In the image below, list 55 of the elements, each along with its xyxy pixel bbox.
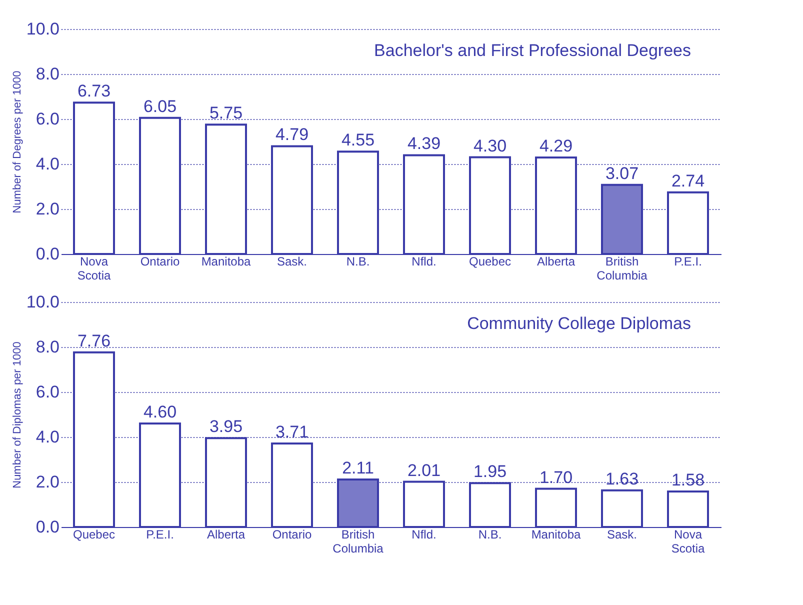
y-tick-label: 0.0 bbox=[36, 518, 60, 536]
data-label: 2.01 bbox=[407, 460, 441, 480]
x-tick-label: Sask. bbox=[276, 254, 308, 268]
x-tick-label: Quebec bbox=[72, 528, 116, 542]
data-label: 4.79 bbox=[275, 125, 309, 144]
x-tick-label: Quebec bbox=[468, 254, 512, 268]
y-tick-label: 10.0 bbox=[26, 20, 60, 38]
text: Bachelor's and First Professional Degrees bbox=[374, 41, 691, 60]
x-tick-label: British Columbia bbox=[596, 254, 648, 282]
x-tick-label: Alberta bbox=[206, 528, 246, 542]
data-label: 4.30 bbox=[473, 136, 507, 156]
y-tick-label: 6.0 bbox=[36, 110, 60, 128]
data-label: 2.74 bbox=[671, 171, 705, 190]
x-tick-label: Sask. bbox=[606, 528, 638, 542]
data-label: 3.07 bbox=[605, 164, 639, 183]
y-tick-label: 8.0 bbox=[36, 338, 60, 356]
data-label: 4.55 bbox=[341, 130, 375, 150]
data-label: 6.73 bbox=[77, 82, 111, 101]
x-tick-label: Ontario bbox=[272, 528, 312, 542]
y-tick-label: 4.0 bbox=[36, 428, 60, 446]
data-label: 3.95 bbox=[209, 417, 243, 436]
y-tick-label: 2.0 bbox=[36, 200, 60, 218]
x-tick-label: P.E.I. bbox=[146, 528, 174, 542]
data-label: 7.76 bbox=[77, 331, 111, 350]
x-tick-label: Nfld. bbox=[412, 528, 436, 542]
text: Community College Diplomas bbox=[467, 314, 691, 333]
x-tick-label: Ontario bbox=[140, 254, 180, 268]
data-label: 1.58 bbox=[671, 470, 705, 490]
x-tick-label: Manitoba bbox=[201, 254, 252, 268]
data-label: 1.63 bbox=[605, 469, 639, 488]
x-tick-label: British Columbia bbox=[332, 528, 384, 556]
x-tick-label: N.B. bbox=[478, 528, 502, 542]
y-axis-title: Number of Diplomas per 1000 bbox=[11, 342, 24, 488]
x-tick-label: Manitoba bbox=[531, 528, 582, 542]
data-label: 5.75 bbox=[209, 104, 243, 123]
data-label: 4.29 bbox=[539, 136, 573, 156]
y-tick-label: 4.0 bbox=[36, 154, 60, 174]
x-tick-label: Nova Scotia bbox=[671, 528, 705, 556]
y-tick-label: 2.0 bbox=[36, 472, 60, 492]
y-tick-label: 8.0 bbox=[36, 64, 60, 84]
x-tick-label: N.B. bbox=[346, 254, 370, 268]
x-tick-label: Nova Scotia bbox=[77, 254, 111, 282]
data-label: 3.71 bbox=[275, 422, 309, 442]
x-tick-label: P.E.I. bbox=[674, 254, 702, 268]
y-axis-title: Number of Degrees per 1000 bbox=[11, 70, 24, 214]
x-tick-label: Nfld. bbox=[412, 254, 436, 268]
data-label: 6.05 bbox=[143, 96, 177, 116]
data-label: 4.39 bbox=[407, 134, 441, 154]
data-label: 1.95 bbox=[473, 462, 507, 482]
data-label: 4.60 bbox=[143, 402, 177, 422]
y-tick-label: 0.0 bbox=[36, 244, 60, 264]
y-tick-label: 10.0 bbox=[26, 292, 60, 312]
data-label: 2.11 bbox=[342, 458, 374, 478]
y-tick-label: 6.0 bbox=[36, 382, 60, 402]
x-tick-label: Alberta bbox=[536, 254, 576, 268]
